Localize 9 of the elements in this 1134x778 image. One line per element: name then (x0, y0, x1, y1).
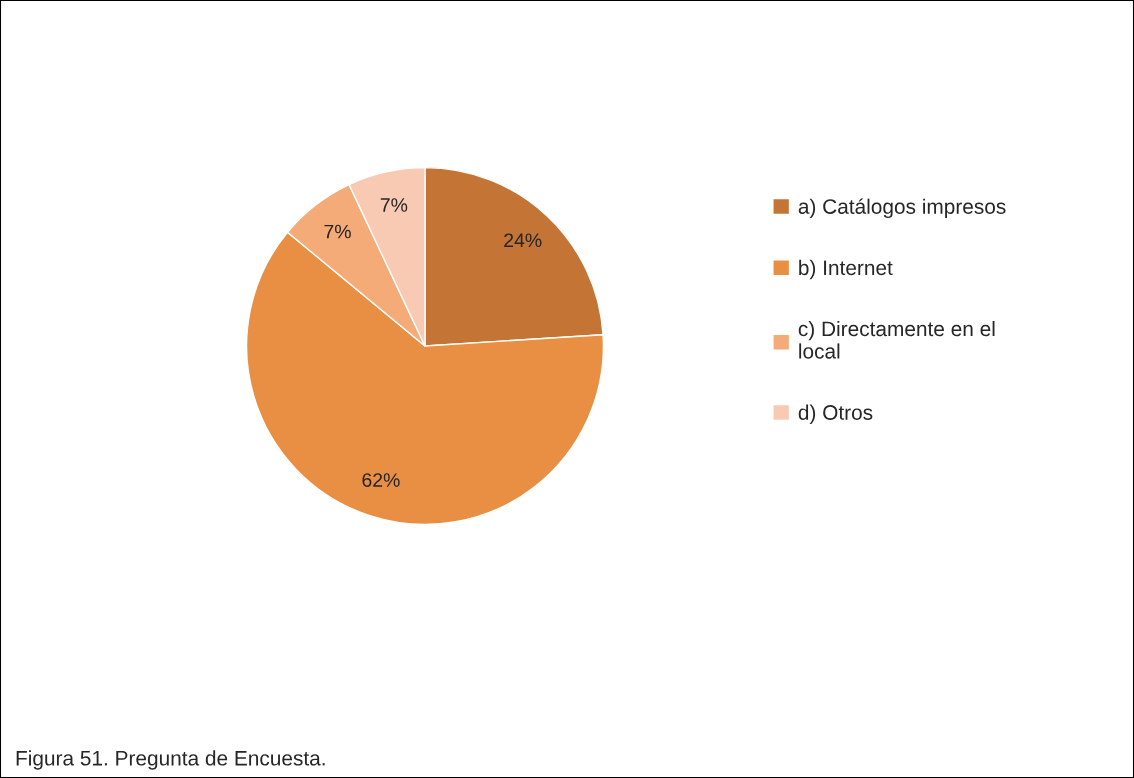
legend-label: c) Directamente en el local (798, 320, 995, 359)
data-label: 24% (504, 233, 542, 248)
data-label: 7% (380, 198, 408, 212)
text: Figura 51. Pregunta de Encuesta. (16, 750, 325, 770)
data-label: 62% (362, 473, 400, 487)
data-label: 7% (324, 224, 351, 239)
legend-label: a) Catálogos impresos (798, 198, 1006, 219)
legend-label: d) Otros (798, 404, 873, 424)
legend-label: b) Internet (799, 259, 893, 280)
